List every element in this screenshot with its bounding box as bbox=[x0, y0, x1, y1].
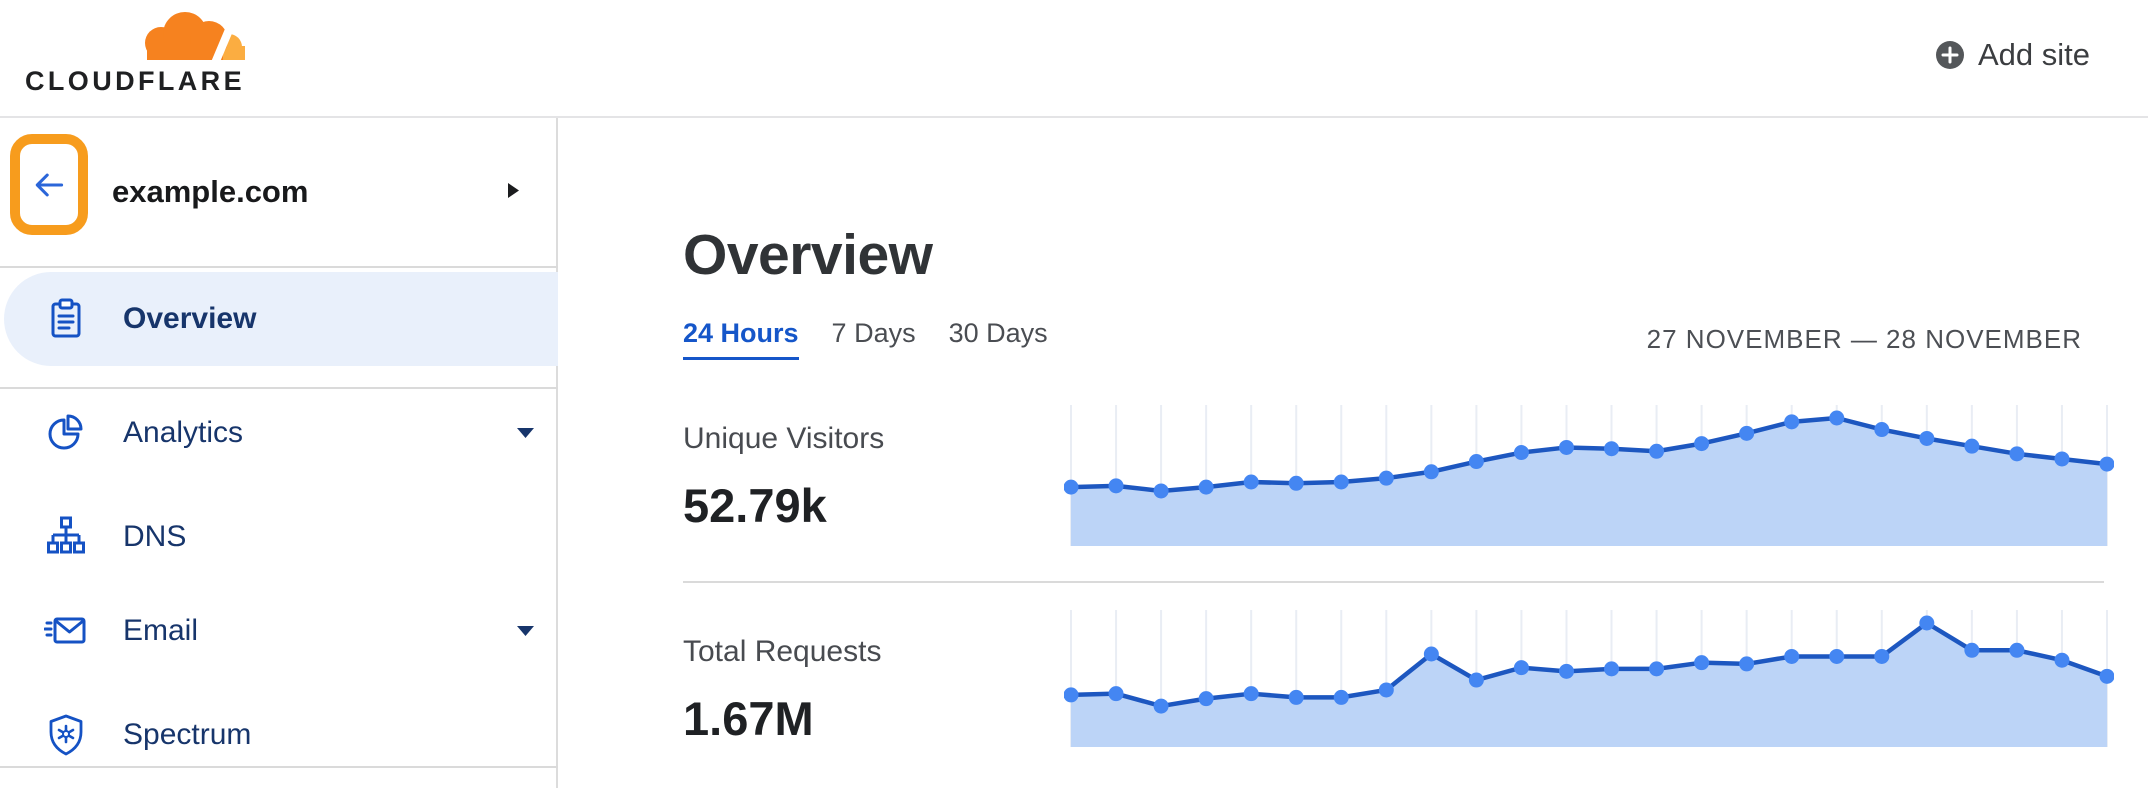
sidebar-divider bbox=[0, 387, 558, 389]
total-requests-chart bbox=[1064, 610, 2114, 747]
top-header: CLOUDFLARE Add site bbox=[0, 0, 2148, 118]
zone-selector-row[interactable]: example.com bbox=[0, 118, 558, 266]
plus-circle-icon bbox=[1935, 41, 1964, 69]
sidebar-divider bbox=[0, 266, 558, 268]
main-content: Overview 24 Hours 7 Days 30 Days 27 NOVE… bbox=[558, 118, 2148, 788]
sitemap-icon bbox=[47, 516, 85, 554]
envelope-icon bbox=[44, 617, 86, 644]
cloudflare-wordmark: CLOUDFLARE bbox=[25, 66, 245, 96]
unique-visitors-value: 52.79k bbox=[683, 479, 827, 532]
zone-name: example.com bbox=[112, 174, 309, 209]
sidebar-item-overview[interactable]: Overview bbox=[4, 272, 558, 366]
page-title: Overview bbox=[683, 223, 933, 287]
section-divider bbox=[683, 581, 2104, 583]
cloudflare-cloud-icon bbox=[145, 12, 245, 62]
tab-7-days[interactable]: 7 Days bbox=[831, 318, 916, 348]
add-site-button[interactable]: Add site bbox=[1935, 37, 2090, 73]
time-range-tabs-row: 24 Hours 7 Days 30 Days 27 NOVEMBER — 28… bbox=[683, 318, 2104, 362]
unique-visitors-chart bbox=[1064, 405, 2114, 546]
sidebar-item-label: Email bbox=[123, 614, 199, 647]
add-site-label: Add site bbox=[1977, 37, 2090, 72]
sidebar-item-analytics[interactable]: Analytics bbox=[0, 386, 558, 480]
sidebar-item-email[interactable]: Email bbox=[0, 584, 558, 678]
tab-30-days[interactable]: 30 Days bbox=[948, 318, 1048, 348]
chevron-down-icon bbox=[517, 626, 534, 636]
date-range-label: 27 NOVEMBER — 28 NOVEMBER bbox=[1646, 324, 2082, 354]
unique-visitors-label: Unique Visitors bbox=[683, 422, 885, 455]
sidebar-item-label: Overview bbox=[123, 302, 257, 335]
sidebar-divider bbox=[0, 766, 558, 768]
clipboard-icon bbox=[51, 298, 81, 338]
total-requests-label: Total Requests bbox=[683, 635, 882, 668]
chevron-down-icon bbox=[517, 428, 534, 438]
cloudflare-logo[interactable]: CLOUDFLARE bbox=[25, 6, 260, 96]
total-requests-value: 1.67M bbox=[683, 692, 814, 745]
pie-chart-icon bbox=[48, 414, 83, 450]
sidebar-item-spectrum[interactable]: Spectrum bbox=[0, 688, 558, 782]
zone-expand-caret-icon[interactable] bbox=[508, 183, 519, 198]
tab-24-hours[interactable]: 24 Hours bbox=[683, 318, 799, 360]
back-arrow-icon[interactable] bbox=[31, 167, 67, 203]
sidebar-item-label: Analytics bbox=[123, 416, 244, 449]
shield-icon bbox=[49, 714, 83, 756]
sidebar-item-label: Spectrum bbox=[123, 718, 252, 751]
sidebar: example.com Overview Analytics bbox=[0, 118, 558, 788]
sidebar-item-dns[interactable]: DNS bbox=[0, 490, 558, 584]
highlight-ring-annotation bbox=[10, 134, 88, 235]
sidebar-item-label: DNS bbox=[123, 520, 187, 553]
